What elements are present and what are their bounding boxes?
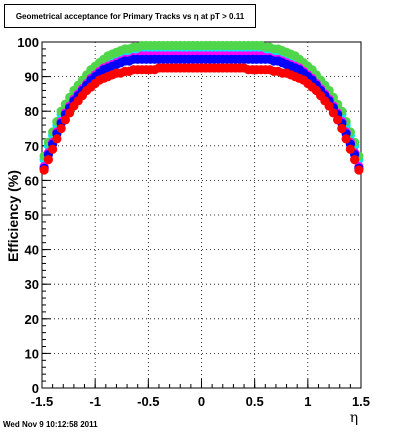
- data-point: [328, 108, 338, 118]
- tick-labels: -1.5 -1 -0.5 0 0.5 1 1.5 0 10 20 30 40 50 60 70 80 90 100: [17, 35, 370, 409]
- data-point: [43, 155, 53, 165]
- y-tick-label: 10: [25, 346, 39, 361]
- y-tick-label: 100: [17, 35, 39, 50]
- data-point: [60, 115, 70, 125]
- y-tick-label: 60: [25, 173, 39, 188]
- data-point: [345, 144, 355, 154]
- x-tick-label: 0.5: [246, 394, 264, 409]
- y-tick-label: 30: [25, 277, 39, 292]
- y-tick-label: 0: [32, 381, 39, 396]
- y-tick-label: 90: [25, 70, 39, 85]
- data-point: [65, 108, 75, 118]
- data-point: [39, 165, 49, 175]
- x-tick-label: -1.5: [31, 394, 53, 409]
- data-point: [56, 123, 66, 134]
- y-tick-label: 40: [25, 243, 39, 258]
- y-tick-label: 80: [25, 104, 39, 119]
- chart-title: Geometrical acceptance for Primary Track…: [4, 4, 256, 28]
- y-tick-label: 50: [25, 208, 39, 223]
- grid-lines: [42, 42, 361, 388]
- x-axis-label: η: [350, 410, 358, 426]
- data-points: [39, 40, 364, 175]
- data-point: [350, 155, 360, 165]
- datestamp: Wed Nov 9 10:12:58 2011: [3, 420, 98, 429]
- x-tick-label: 0: [198, 394, 205, 409]
- data-point: [333, 115, 343, 125]
- x-tick-label: -0.5: [137, 394, 159, 409]
- data-point: [48, 144, 58, 154]
- axis-ticks: [41, 41, 362, 389]
- x-tick-label: -1: [89, 394, 101, 409]
- x-tick-label: 1: [304, 394, 311, 409]
- y-tick-label: 20: [25, 312, 39, 327]
- data-point: [354, 165, 364, 175]
- data-point: [341, 134, 351, 144]
- y-tick-label: 70: [25, 139, 39, 154]
- data-point: [337, 123, 347, 134]
- data-point: [52, 134, 62, 144]
- data-point: [324, 101, 334, 111]
- x-tick-label: 1.5: [352, 394, 370, 409]
- y-axis-label: Efficiency (%): [5, 170, 21, 262]
